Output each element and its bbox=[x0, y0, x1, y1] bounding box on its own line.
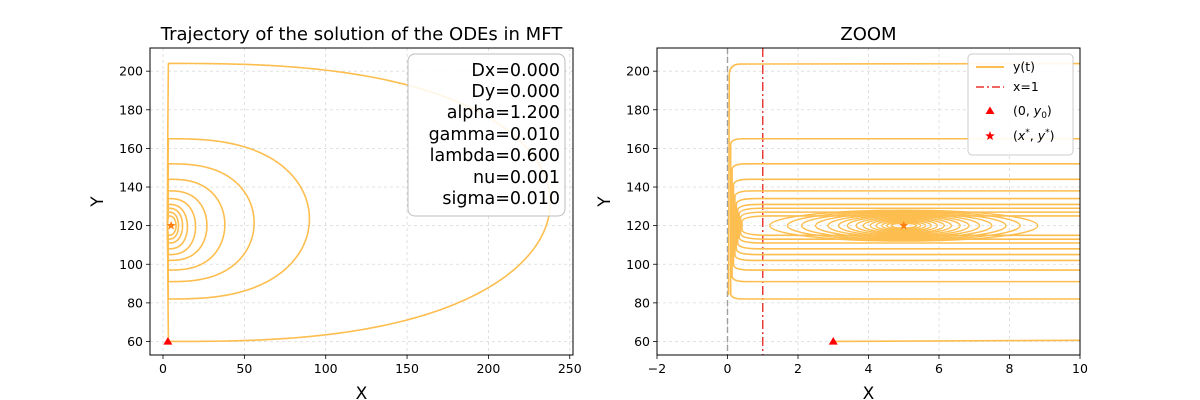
zoom-inner-orbit-2 bbox=[800, 211, 1007, 240]
legend-label-x1: x=1 bbox=[1013, 79, 1039, 94]
zoom-chart-xtick-label: 4 bbox=[865, 361, 873, 376]
main-chart-ticks: 0 50 100 150 200 250 60 80 100 120 140 160 180 200 bbox=[119, 64, 582, 376]
main-chart-xtick-label: 50 bbox=[236, 361, 252, 376]
zoom-chart-xtick-label: 0 bbox=[724, 361, 732, 376]
params-box: Dx=0.000 Dy=0.000 alpha=1.200 gamma=0.01… bbox=[407, 53, 566, 217]
main-chart-ytick-label: 100 bbox=[119, 257, 143, 272]
zoom-chart-title: ZOOM bbox=[840, 24, 896, 45]
param-gamma: gamma=0.010 bbox=[429, 125, 560, 145]
legend: y(t) x=1 (0, y0) (x*, y*) bbox=[967, 53, 1074, 156]
zoom-chart-ytick-label: 140 bbox=[626, 180, 650, 195]
param-nu: nu=0.001 bbox=[473, 168, 560, 188]
main-chart-ytick-label: 120 bbox=[119, 218, 143, 233]
legend-swatch-equilibrium bbox=[985, 131, 995, 141]
legend-label-equilibrium: (x*, y*) bbox=[1013, 128, 1055, 143]
main-chart-xtick-label: 250 bbox=[558, 361, 582, 376]
main-chart-xlabel: X bbox=[356, 384, 368, 400]
equilibrium-marker bbox=[166, 220, 176, 230]
zoom-start-branch bbox=[833, 339, 1080, 343]
zoom-chart-ylabel: Y bbox=[595, 196, 615, 208]
main-chart: Trajectory of the solution of the ODEs i… bbox=[88, 24, 582, 400]
zoom-orbit-5 bbox=[735, 197, 1080, 256]
main-chart-ytick-label: 80 bbox=[127, 295, 143, 310]
zoom-chart-ytick-label: 200 bbox=[626, 64, 650, 79]
zoom-chart-xtick-label: 6 bbox=[935, 361, 943, 376]
zoom-chart-vlines bbox=[726, 48, 764, 355]
zoom-inner-orbit-3 bbox=[814, 212, 993, 239]
zoom-outer-orbit bbox=[727, 62, 1080, 296]
legend-label-trajectory: y(t) bbox=[1013, 59, 1035, 74]
main-chart-ytick-label: 60 bbox=[127, 334, 143, 349]
zoom-chart-ytick-label: 80 bbox=[634, 295, 650, 310]
zoom-chart-ytick-label: 120 bbox=[626, 218, 650, 233]
main-chart-frame bbox=[149, 47, 574, 356]
main-chart-ytick-label: 180 bbox=[119, 102, 143, 117]
zoom-chart-xtick-label: −2 bbox=[648, 361, 666, 376]
zoom-chart-ytick-label: 60 bbox=[634, 334, 650, 349]
zoom-orbit-7 bbox=[738, 207, 1080, 244]
zoom-inner-orbit-5 bbox=[837, 214, 970, 237]
zoom-chart-xlabel: X bbox=[863, 384, 875, 400]
param-dx: Dx=0.000 bbox=[471, 61, 560, 81]
main-chart-ylabel: Y bbox=[88, 196, 108, 208]
zoom-inner-orbit-7 bbox=[855, 216, 953, 235]
zoom-chart-ytick-label: 100 bbox=[626, 257, 650, 272]
main-chart-ytick-label: 140 bbox=[119, 180, 143, 195]
zoom-orbit-2 bbox=[731, 163, 1080, 283]
main-chart-markers bbox=[163, 220, 176, 345]
zoom-start-marker bbox=[828, 336, 838, 345]
main-chart-xtick-label: 200 bbox=[476, 361, 500, 376]
zoom-inner-orbit-0 bbox=[769, 209, 1039, 242]
main-chart-xtick-label: 100 bbox=[314, 361, 338, 376]
zoom-chart-xtick-label: 10 bbox=[1072, 361, 1088, 376]
zoom-inner-orbit-4 bbox=[827, 213, 981, 238]
zoom-inner-orbit-8 bbox=[862, 217, 945, 234]
param-dy: Dy=0.000 bbox=[471, 82, 560, 102]
param-sigma: sigma=0.010 bbox=[442, 189, 560, 209]
main-chart-trajectory bbox=[166, 62, 552, 343]
zoom-inner-orbit-1 bbox=[786, 210, 1021, 241]
param-alpha: alpha=1.200 bbox=[447, 103, 560, 123]
zoom-inner-orbit-9 bbox=[869, 218, 938, 233]
zoom-orbit-3 bbox=[732, 178, 1080, 271]
zoom-inner-orbit-10 bbox=[875, 219, 932, 232]
zoom-chart-xtick-label: 2 bbox=[794, 361, 802, 376]
zoom-chart-trajectory bbox=[727, 62, 1080, 343]
zoom-chart-ytick-label: 180 bbox=[626, 102, 650, 117]
main-chart-xtick-label: 150 bbox=[395, 361, 419, 376]
zoom-chart-ytick-label: 160 bbox=[626, 141, 650, 156]
zoom-orbit-6 bbox=[736, 203, 1080, 250]
param-lambda: lambda=0.600 bbox=[430, 146, 560, 166]
zoom-chart-markers bbox=[828, 220, 909, 345]
zoom-equilibrium-marker bbox=[899, 220, 909, 230]
main-chart-grid bbox=[150, 48, 573, 355]
zoom-inner-orbit-6 bbox=[846, 215, 961, 236]
start-marker bbox=[163, 336, 173, 345]
main-chart-ytick-label: 160 bbox=[119, 141, 143, 156]
trajectory-orbit-9 bbox=[166, 215, 177, 237]
main-chart-ytick-label: 200 bbox=[119, 64, 143, 79]
legend-swatch-start bbox=[985, 106, 995, 114]
main-chart-title: Trajectory of the solution of the ODEs i… bbox=[160, 24, 563, 45]
zoom-orbit-4 bbox=[734, 190, 1080, 262]
zoom-chart-ticks: −2 0 2 4 6 8 10 60 80 100 120 140 160 180 200 bbox=[626, 64, 1088, 376]
main-chart-xtick-label: 0 bbox=[159, 361, 167, 376]
zoom-chart-xtick-label: 8 bbox=[1006, 361, 1014, 376]
zoom-chart: ZOOM −2 0 2 4 6 8 10 60 80 100 120 140 160 180 200 X Y… bbox=[595, 24, 1088, 400]
